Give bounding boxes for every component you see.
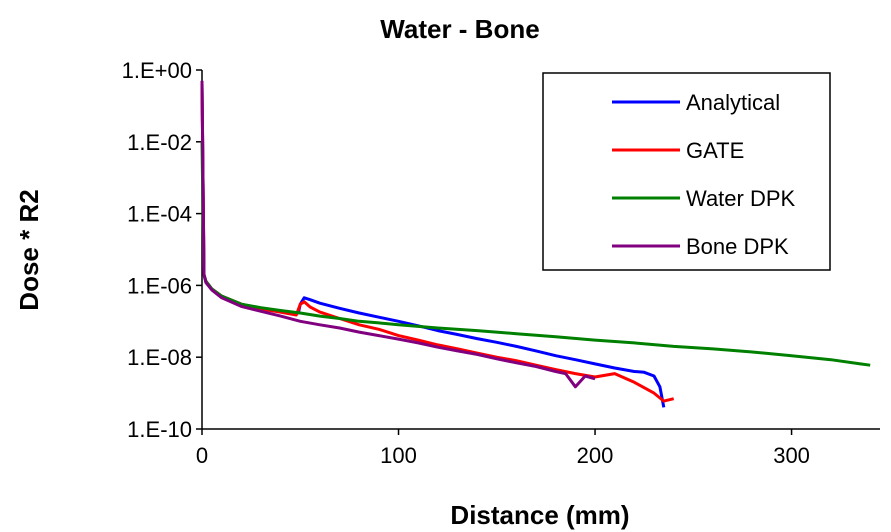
legend: Analytical GATE Water DPK Bone DPK [542,72,831,271]
series-line-bone-dpk [200,80,596,389]
y-tick-label: 1.E-06 [127,273,192,298]
y-tick-label: 1.E+00 [122,58,192,83]
y-tick-label: 1.E-02 [127,130,192,155]
y-tick-label: 1.E-10 [127,417,192,442]
x-tick-label: 300 [773,443,810,468]
x-tick-label: 0 [196,443,208,468]
y-tick-label: 1.E-08 [127,345,192,370]
x-axis-label: Distance (mm) [450,500,629,530]
plot-area: 1.E-10 1.E-08 1.E-06 1.E-04 1.E-02 1.E+00 0 100… [122,58,880,468]
legend-label-analytical: Analytical [686,90,780,115]
chart-title: Water - Bone [380,14,539,44]
x-tick-label: 100 [380,443,417,468]
x-tick-label: 200 [577,443,614,468]
y-axis-label: Dose * R2 [14,189,44,310]
legend-label-gate: GATE [686,138,744,163]
y-tick-label: 1.E-04 [127,202,192,227]
legend-label-bone-dpk: Bone DPK [686,234,789,259]
legend-label-water-dpk: Water DPK [686,186,796,211]
legend-box [542,72,831,271]
